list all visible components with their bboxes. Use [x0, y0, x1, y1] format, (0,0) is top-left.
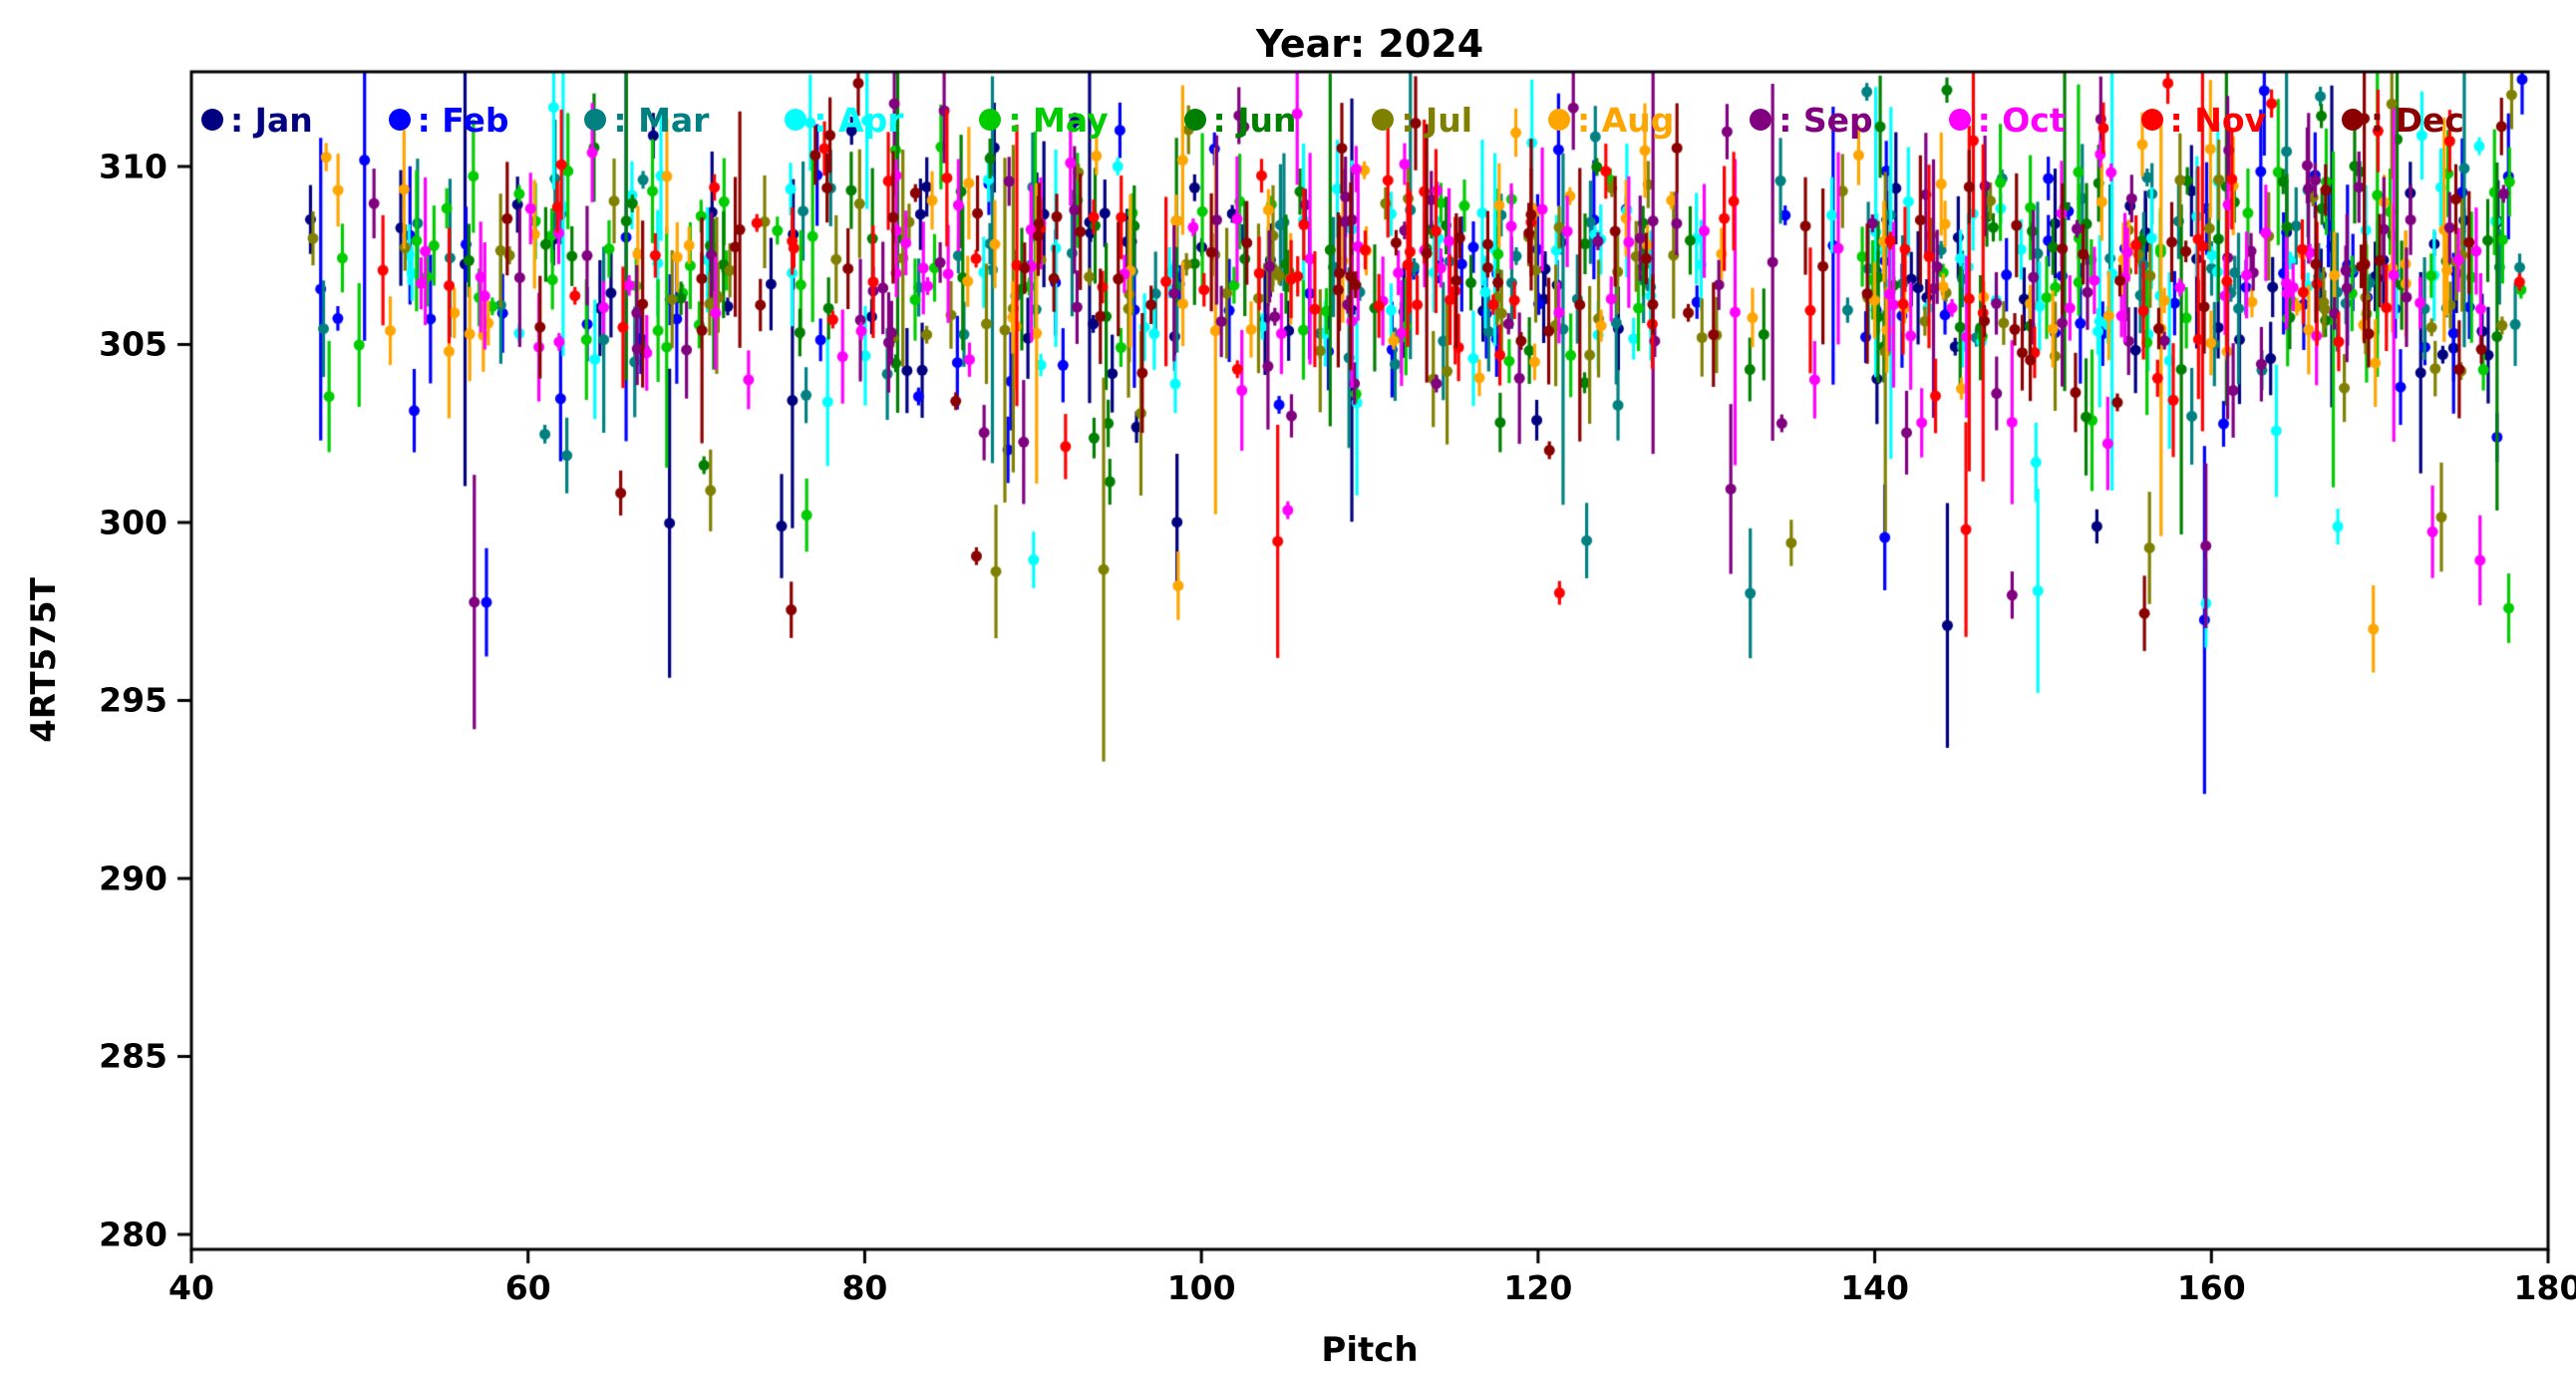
legend-item: : May [979, 100, 1109, 140]
y-axis-label: 4RT575T [24, 577, 64, 743]
x-tick-label: 180 [2513, 1268, 2576, 1307]
legend-label: : Jun [1212, 100, 1297, 140]
legend-item: : Nov [2140, 100, 2267, 140]
x-tick-label: 160 [2176, 1268, 2246, 1307]
y-tick-label: 305 [99, 324, 167, 364]
legend-item: : Mar [584, 101, 709, 140]
legend-item: : Jun [1183, 100, 1297, 140]
legend-item: : Aug [1548, 101, 1674, 140]
x-axis-label: Pitch [1321, 1330, 1419, 1370]
x-tick-label: 40 [168, 1268, 214, 1307]
legend-item: : Apr [785, 101, 903, 140]
legend-marker-icon [2140, 109, 2163, 131]
legend-item: : Sep [1750, 100, 1873, 140]
y-tick-label: 280 [99, 1214, 167, 1254]
legend-item: : Jan [201, 101, 313, 140]
legend-label: : Dec [2370, 100, 2464, 140]
legend-label: : Nov [2169, 100, 2267, 140]
y-tick-label: 295 [99, 680, 167, 720]
x-tick-label: 100 [1166, 1268, 1236, 1307]
legend-marker-icon [1750, 109, 1772, 131]
y-tick-label: 310 [99, 147, 167, 186]
legend-marker-icon [785, 109, 807, 131]
legend: : Jan : Feb : Mar : Apr : May : Jun : Jul : Aug… [201, 96, 2464, 144]
legend-marker-icon [1548, 109, 1570, 131]
legend-marker-icon [584, 109, 607, 131]
legend-label: : Mar [613, 100, 710, 140]
legend-label: : May [1008, 100, 1109, 140]
legend-marker-icon [1183, 109, 1206, 131]
legend-item: : Jul [1372, 101, 1472, 140]
legend-label: : Apr [813, 100, 904, 140]
x-tick-label: 120 [1503, 1268, 1573, 1307]
legend-item: : Dec [2341, 100, 2464, 140]
x-tick-label: 140 [1840, 1268, 1910, 1307]
legend-label: : Aug [1577, 100, 1675, 140]
legend-label: : Feb [417, 100, 509, 140]
legend-marker-icon [1948, 109, 1971, 131]
legend-marker-icon [201, 109, 223, 131]
legend-marker-icon [2341, 109, 2364, 131]
legend-item: : Oct [1948, 100, 2066, 140]
x-tick-label: 60 [504, 1268, 551, 1307]
y-tick-label: 290 [99, 859, 167, 898]
x-tick-label: 80 [841, 1268, 888, 1307]
legend-marker-icon [1372, 109, 1395, 131]
legend-item: : Feb [388, 100, 509, 140]
y-tick-label: 300 [99, 503, 167, 542]
y-tick-label: 285 [99, 1036, 167, 1076]
legend-label: : Sep [1778, 100, 1873, 140]
legend-label: : Jan [230, 100, 313, 140]
chart-title: Year: 2024 [1255, 22, 1484, 66]
legend-marker-icon [388, 109, 411, 131]
legend-label: : Oct [1977, 100, 2066, 140]
legend-label: : Jul [1401, 100, 1473, 140]
legend-marker-icon [979, 109, 1002, 131]
